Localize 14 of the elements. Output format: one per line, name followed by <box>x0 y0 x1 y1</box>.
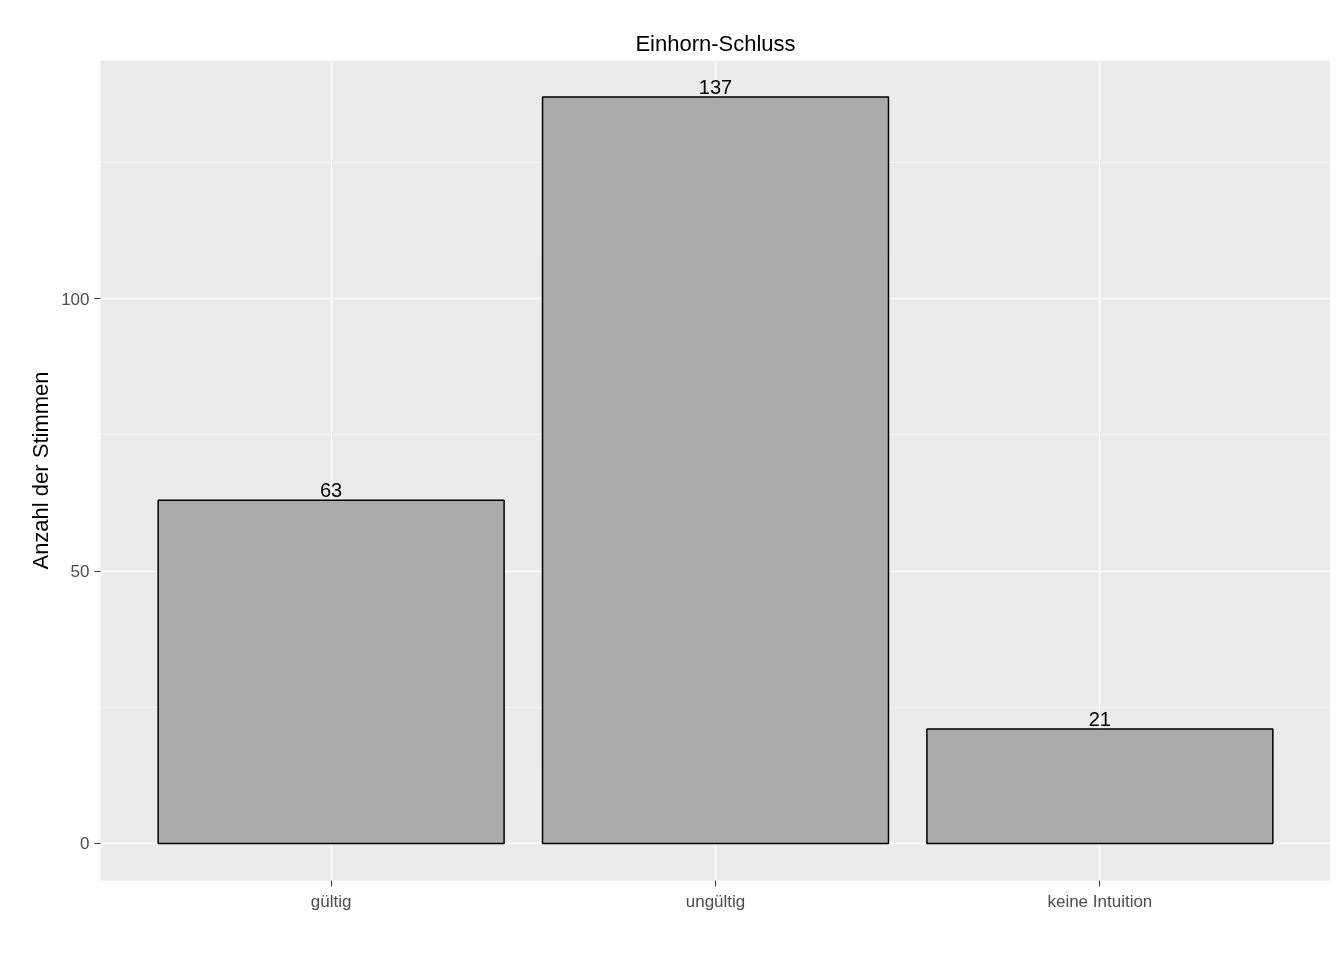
data-label: 21 <box>1088 708 1111 731</box>
x-tick-label: keine Intuition <box>1047 891 1153 911</box>
data-label: 137 <box>698 76 733 98</box>
y-tick-label: 100 <box>61 289 90 309</box>
chart-title: Einhorn-Schluss <box>635 30 796 56</box>
bar <box>541 96 890 845</box>
bar <box>926 728 1274 845</box>
bar <box>157 499 505 845</box>
y-axis-title: Anzahl der Stimmen <box>28 371 54 570</box>
x-tick-label: gültig <box>310 891 352 911</box>
y-tick-label: 50 <box>70 562 90 582</box>
x-tick-label: ungültig <box>685 891 746 911</box>
data-label: 63 <box>320 479 343 502</box>
y-tick-label: 0 <box>80 834 90 854</box>
